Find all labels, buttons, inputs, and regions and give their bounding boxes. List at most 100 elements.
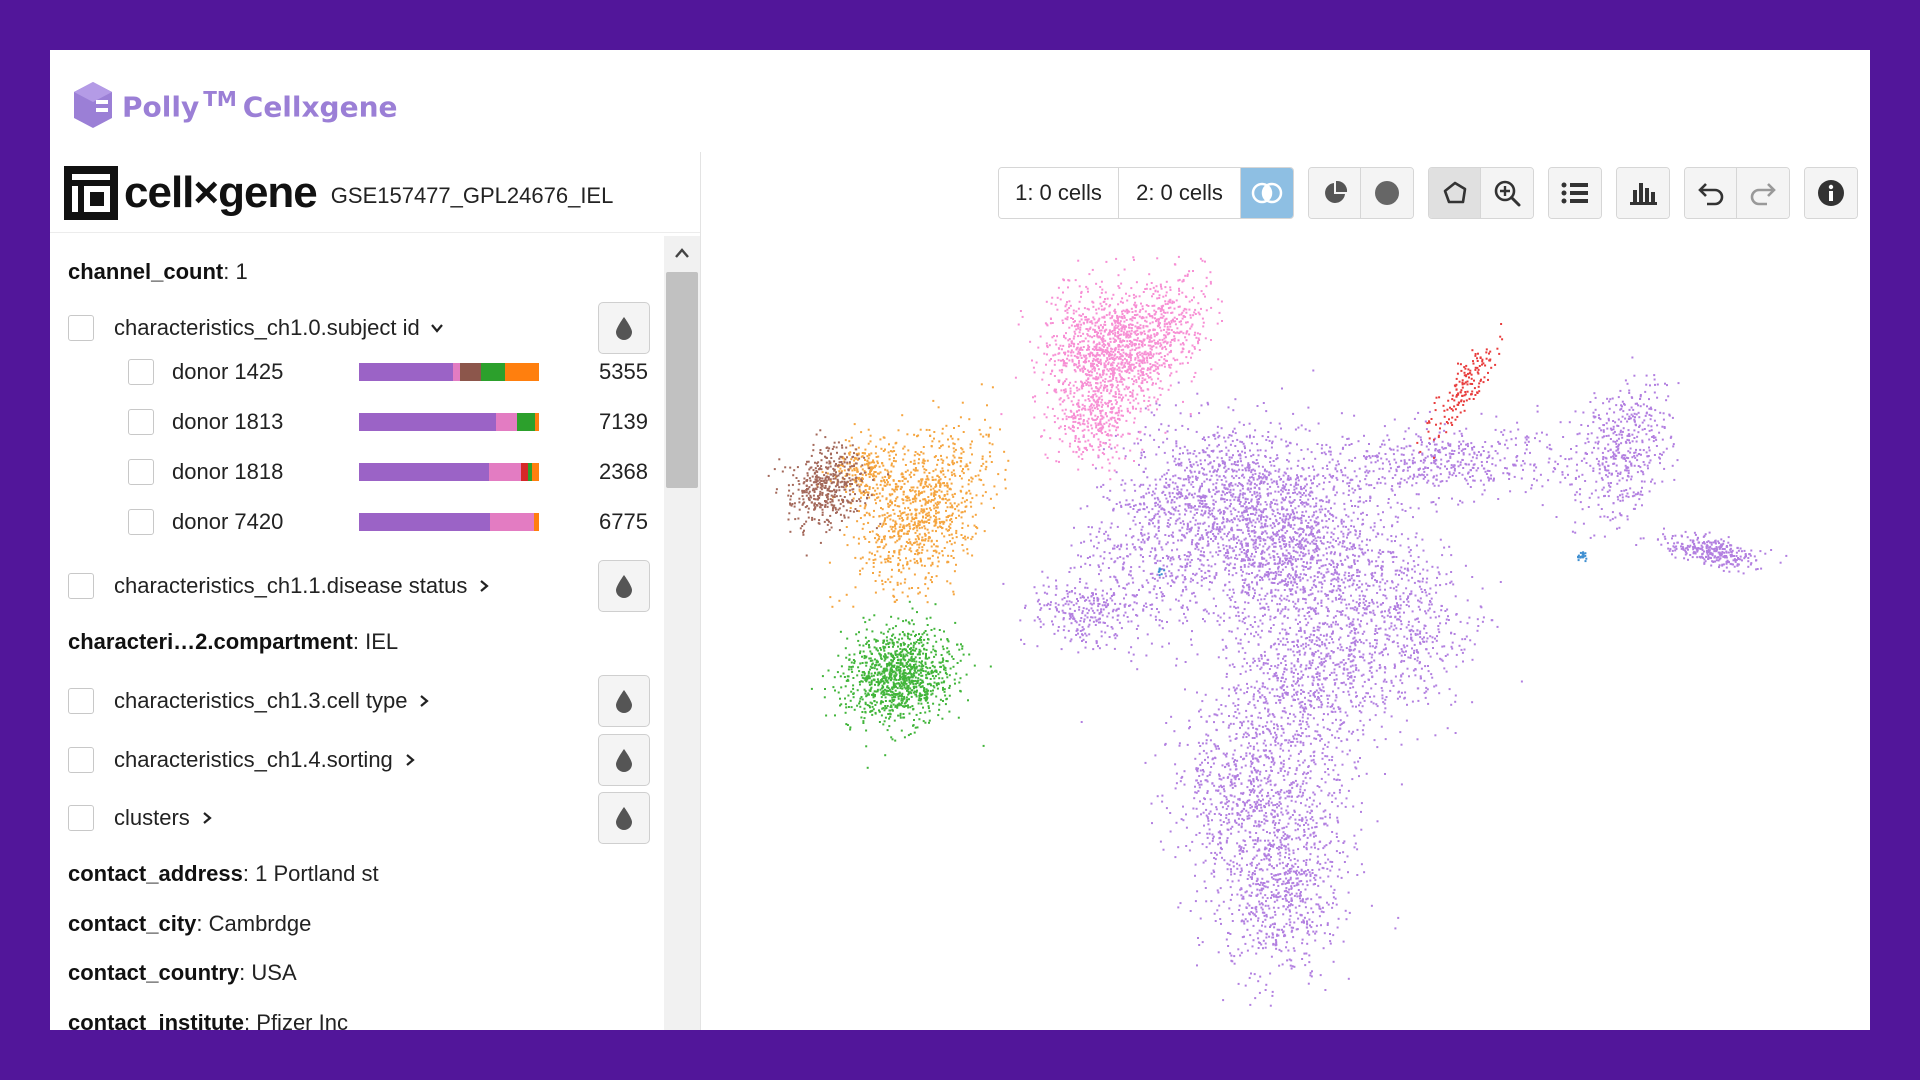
bar-segment <box>459 363 482 381</box>
bar-segment <box>495 413 518 431</box>
bar-chart-button[interactable] <box>1617 168 1669 218</box>
bar-segment <box>531 463 539 481</box>
field-cell-type[interactable]: characteristics_ch1.3.cell type <box>50 673 664 729</box>
redo-button[interactable] <box>1737 168 1789 218</box>
undo-button[interactable] <box>1685 168 1737 218</box>
bar-segment <box>359 363 453 381</box>
category-row[interactable]: donor 1813 7139 <box>50 402 664 442</box>
droplet-icon <box>616 575 632 598</box>
cluster-brown <box>767 429 889 557</box>
info-icon <box>1818 180 1844 206</box>
undo-icon <box>1697 183 1723 206</box>
category-histogram <box>359 363 539 381</box>
bar-segment <box>452 363 460 381</box>
bar-segment <box>504 363 539 381</box>
color-by-button[interactable] <box>598 560 650 612</box>
info-group <box>1804 167 1858 219</box>
cluster-red <box>1416 323 1504 459</box>
scroll-thumb[interactable] <box>666 272 698 488</box>
checkbox[interactable] <box>128 509 154 535</box>
color-by-button[interactable] <box>598 675 650 727</box>
left-sidebar: cell×gene GSE157477_GPL24676_IEL channel… <box>50 152 701 1030</box>
field-sorting[interactable]: characteristics_ch1.4.sorting <box>50 732 664 788</box>
checkbox[interactable] <box>68 315 94 341</box>
embedding-scatter[interactable] <box>702 250 1870 1030</box>
checkbox[interactable] <box>128 459 154 485</box>
metadata-list: channel_count: 1 characteristics_ch1.0.s… <box>50 236 664 1030</box>
bar-segment <box>528 463 532 481</box>
chevron-right-icon[interactable] <box>403 753 417 767</box>
cluster-purple <box>1243 404 1628 533</box>
bar-segment <box>535 413 539 431</box>
selection-2-button[interactable]: 2: 0 cells <box>1119 168 1241 218</box>
display-group <box>1308 167 1414 219</box>
category-count: 7139 <box>599 409 648 434</box>
chevron-down-icon[interactable] <box>430 321 444 335</box>
selection-1-button[interactable]: 1: 0 cells <box>999 168 1119 218</box>
chevron-right-icon[interactable] <box>417 694 431 708</box>
list-button[interactable] <box>1549 168 1601 218</box>
pie-button[interactable] <box>1309 168 1361 218</box>
chevron-right-icon[interactable] <box>200 811 214 825</box>
color-by-button[interactable] <box>598 302 650 354</box>
category-count: 2368 <box>599 459 648 484</box>
pie-icon <box>1324 180 1347 203</box>
brand-bar: Polly TM Cellxgene <box>72 80 398 130</box>
checkbox[interactable] <box>128 409 154 435</box>
field-subject-id[interactable]: characteristics_ch1.0.subject id <box>50 300 664 356</box>
checkbox[interactable] <box>68 573 94 599</box>
color-by-button[interactable] <box>598 734 650 786</box>
field-clusters[interactable]: clusters <box>50 790 664 846</box>
checkbox[interactable] <box>68 747 94 773</box>
circle-button[interactable] <box>1361 168 1413 218</box>
list-icon <box>1561 182 1588 204</box>
checkbox[interactable] <box>68 688 94 714</box>
checkbox[interactable] <box>128 359 154 385</box>
zoom-in-icon <box>1494 180 1521 207</box>
chevron-right-icon[interactable] <box>477 579 491 593</box>
field-disease-status[interactable]: characteristics_ch1.1.disease status <box>50 558 664 614</box>
category-histogram <box>359 413 539 431</box>
bar-chart-icon <box>1630 183 1657 205</box>
meta-contact-institute: contact_institute: Pfizer Inc <box>68 1010 348 1030</box>
category-row[interactable]: donor 1818 2368 <box>50 452 664 492</box>
divider <box>50 232 700 233</box>
checkbox[interactable] <box>68 805 94 831</box>
sidebar-scrollbar[interactable] <box>664 236 700 1030</box>
selection-group: 1: 0 cells 2: 0 cells <box>998 167 1294 219</box>
cluster-blue <box>1157 567 1166 577</box>
lasso-icon <box>1443 181 1466 204</box>
category-row[interactable]: donor 7420 6775 <box>50 502 664 542</box>
cluster-green <box>810 600 992 769</box>
droplet-icon <box>616 690 632 713</box>
chevron-up-icon <box>675 248 689 258</box>
category-histogram <box>359 513 539 531</box>
bar-segment <box>359 463 489 481</box>
cluster-pink <box>1000 256 1223 460</box>
bar-segment <box>490 513 534 531</box>
cluster-orange <box>828 383 1010 608</box>
scroll-up-button[interactable] <box>664 236 700 270</box>
meta-contact-city: contact_city: Cambrdge <box>68 911 312 936</box>
mode-group <box>1428 167 1534 219</box>
cluster-pink <box>1033 356 1184 481</box>
cellxgene-header: cell×gene GSE157477_GPL24676_IEL <box>64 166 613 220</box>
droplet-icon <box>616 317 632 340</box>
meta-contact-country: contact_country: USA <box>68 960 297 985</box>
zoom-button[interactable] <box>1481 168 1533 218</box>
droplet-icon <box>616 807 632 830</box>
bar-segment <box>359 413 496 431</box>
category-row[interactable]: donor 1425 5355 <box>50 352 664 392</box>
bar-segment <box>520 463 529 481</box>
info-button[interactable] <box>1805 168 1857 218</box>
dataset-name: GSE157477_GPL24676_IEL <box>330 183 614 208</box>
bar-segment <box>359 513 491 531</box>
venn-button[interactable] <box>1241 168 1293 218</box>
cluster-purple <box>1642 527 1788 575</box>
cluster-purple <box>1002 564 1152 651</box>
lasso-button[interactable] <box>1429 168 1481 218</box>
category-histogram <box>359 463 539 481</box>
cluster-purple <box>1144 650 1362 920</box>
meta-compartment: characteri…2.compartment: IEL <box>68 629 399 654</box>
color-by-button[interactable] <box>598 792 650 844</box>
